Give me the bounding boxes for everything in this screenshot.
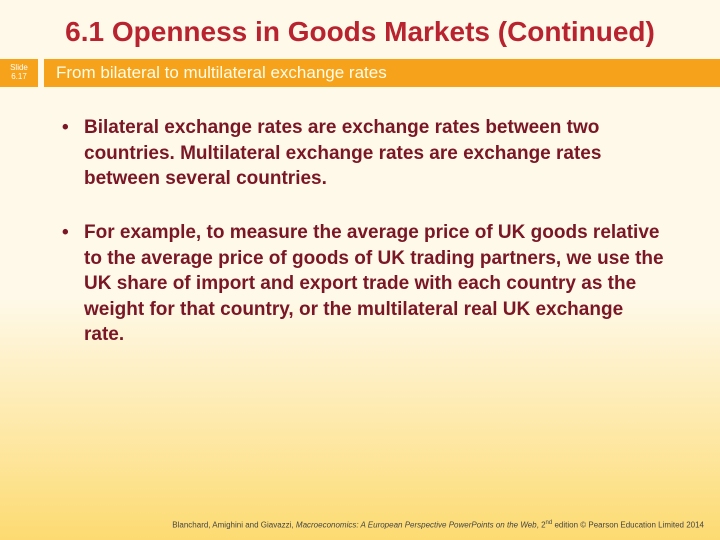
subtitle-bar: From bilateral to multilateral exchange … [44,59,720,87]
slide-title: 6.1 Openness in Goods Markets (Continued… [0,0,720,55]
footer-citation: Blanchard, Amighini and Giavazzi, Macroe… [172,520,704,530]
footer-rest: edition © Pearson Education Limited 2014 [552,521,704,530]
subtitle-row: Slide 6.17 From bilateral to multilatera… [0,59,720,87]
bullet-item: For example, to measure the average pric… [56,220,664,348]
footer-authors: Blanchard, Amighini and Giavazzi, [172,521,296,530]
slide-number-value: 6.17 [4,73,34,82]
content-area: Bilateral exchange rates are exchange ra… [0,87,720,348]
footer-edition: , 2 [537,521,546,530]
bullet-list: Bilateral exchange rates are exchange ra… [56,115,664,348]
footer-book-title: Macroeconomics: A European Perspective P… [296,521,537,530]
bullet-item: Bilateral exchange rates are exchange ra… [56,115,664,192]
slide-number-badge: Slide 6.17 [0,59,38,87]
